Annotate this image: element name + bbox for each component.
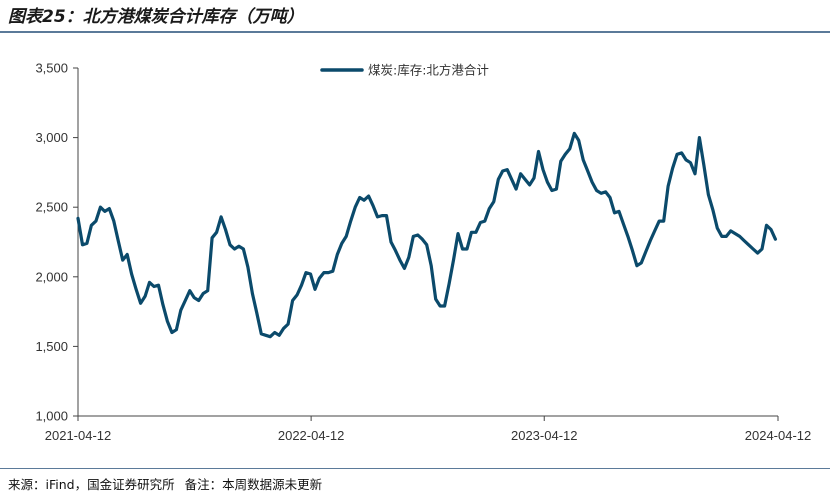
x-tick-label: 2023-04-12: [511, 428, 578, 440]
y-tick-label: 1,000: [35, 409, 68, 424]
line-chart: 1,000 1,500 2,000 2,500 3,000 3,500 2021-04-1…: [35, 61, 812, 441]
y-tick-label: 3,500: [35, 61, 68, 76]
x-tick-label: 2024-04-12: [745, 428, 812, 440]
plot-area: [76, 131, 778, 339]
top-rule: [0, 31, 830, 33]
series-line: [76, 131, 778, 339]
y-tick-label: 1,500: [35, 339, 68, 354]
x-tick-label: 2022-04-12: [278, 428, 345, 440]
x-axis: 2021-04-12 2022-04-12 2023-04-12 2024-04-12: [45, 415, 812, 440]
data-note: 备注：本周数据源未更新: [184, 477, 323, 492]
y-axis: 1,000 1,500 2,000 2,500 3,000 3,500: [35, 61, 79, 424]
bottom-rule: [0, 468, 830, 469]
legend-label: 煤炭:库存:北方港合计: [368, 63, 489, 78]
footer: 来源：iFind，国金证券研究所 备注：本周数据源未更新: [8, 475, 328, 495]
chart-title: 图表25：北方港煤炭合计库存（万吨）: [8, 7, 304, 27]
x-tick-label: 2021-04-12: [45, 428, 112, 440]
legend: 煤炭:库存:北方港合计: [320, 63, 489, 78]
y-tick-label: 2,500: [35, 200, 68, 215]
source-note: 来源：iFind，国金证券研究所: [8, 477, 175, 492]
y-tick-label: 3,000: [35, 130, 68, 145]
y-tick-label: 2,000: [35, 269, 68, 284]
